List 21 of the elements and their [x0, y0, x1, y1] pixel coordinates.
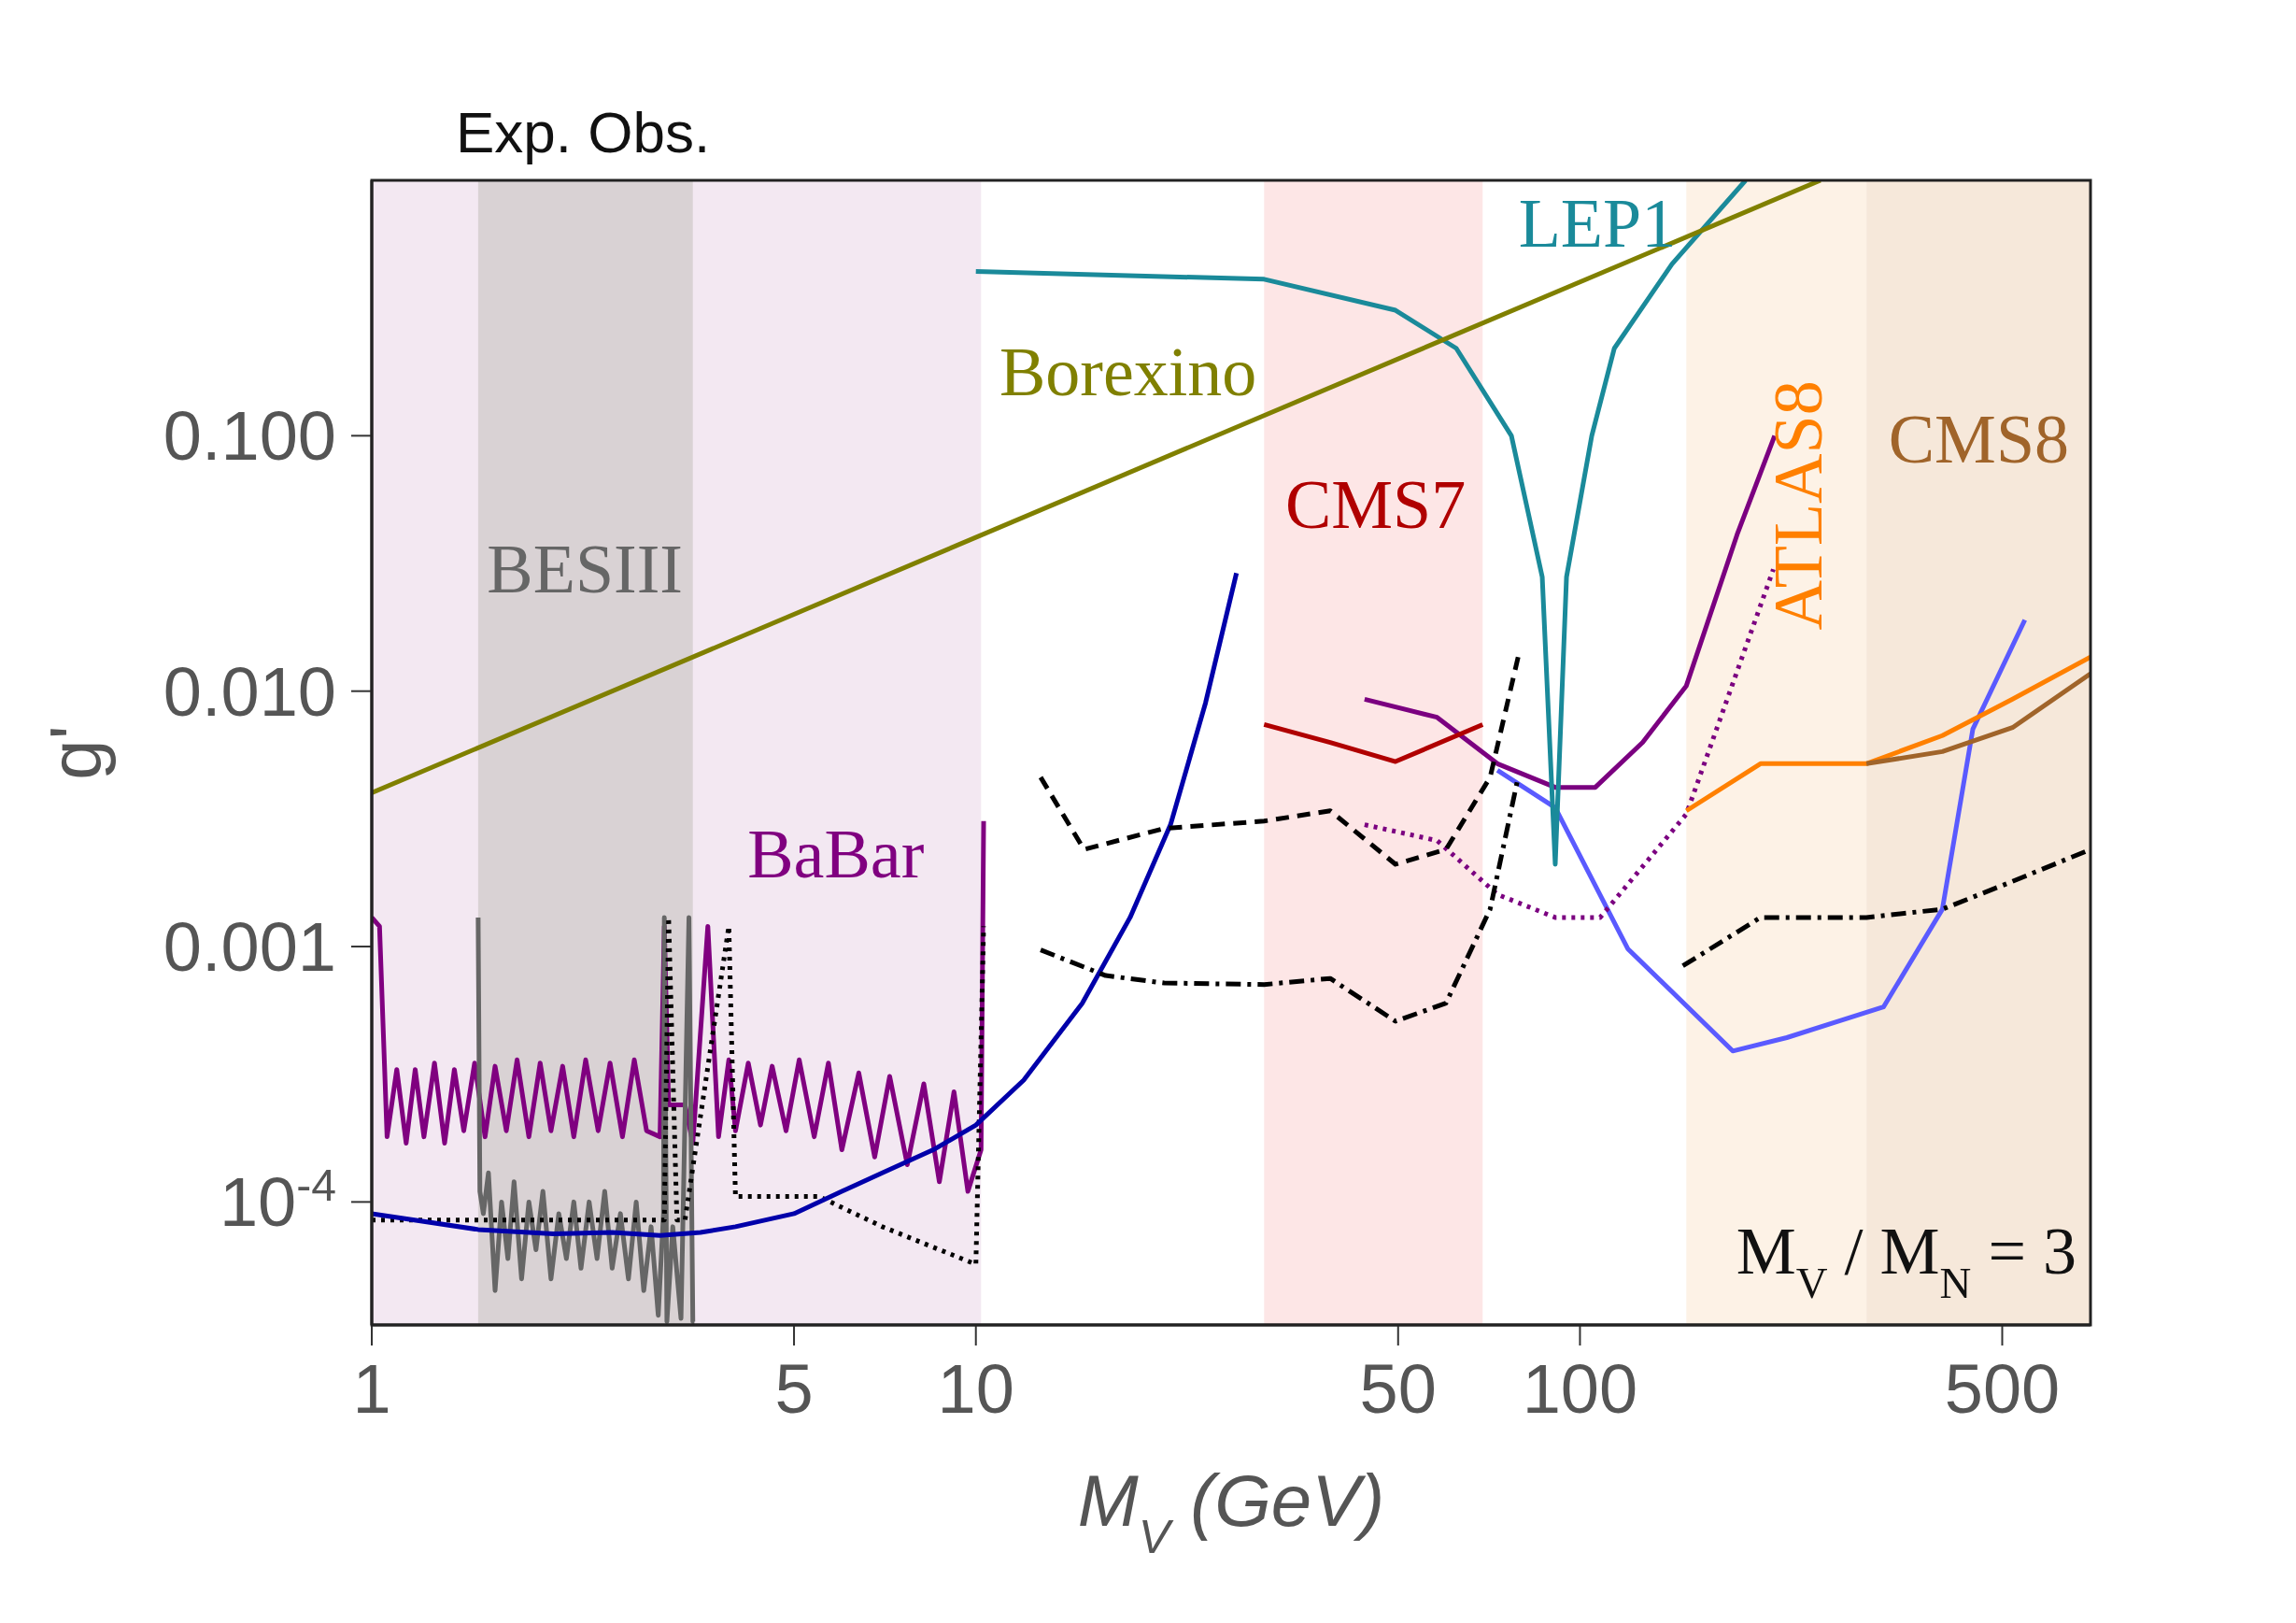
- annotation: M$_{V}$ / M$_{N}$ = 3: [1736, 1214, 2076, 1307]
- y-tick-label: 0.001: [163, 908, 336, 987]
- y-axis-title: g': [35, 725, 117, 780]
- text: Exp. Obs.: [456, 100, 711, 164]
- series-label: LEP1: [1518, 184, 1677, 262]
- text: CMS8: [1888, 401, 2070, 478]
- series-label: Borexino: [999, 334, 1257, 411]
- x-tick-label: 1: [352, 1350, 391, 1428]
- x-tick-label: 50: [1359, 1350, 1437, 1428]
- x-tick-label: 500: [1944, 1350, 2061, 1428]
- y-tick-label: 10$^{-4}$: [219, 1160, 336, 1242]
- text: ATLAS8: [1759, 380, 1836, 631]
- x-tick-label: 100: [1522, 1350, 1638, 1428]
- x-tick-label: 5: [774, 1350, 814, 1428]
- y-tick-label: 0.010: [163, 652, 336, 731]
- text: BESIII: [487, 530, 683, 607]
- text: CMS7: [1284, 466, 1467, 544]
- x-axis-title: M$_{V}$ (GeV): [1077, 1459, 1385, 1563]
- y-tick-label: 0.100: [163, 397, 336, 476]
- series-label: BaBar: [747, 815, 925, 892]
- x-tick-label: 10: [937, 1350, 1014, 1428]
